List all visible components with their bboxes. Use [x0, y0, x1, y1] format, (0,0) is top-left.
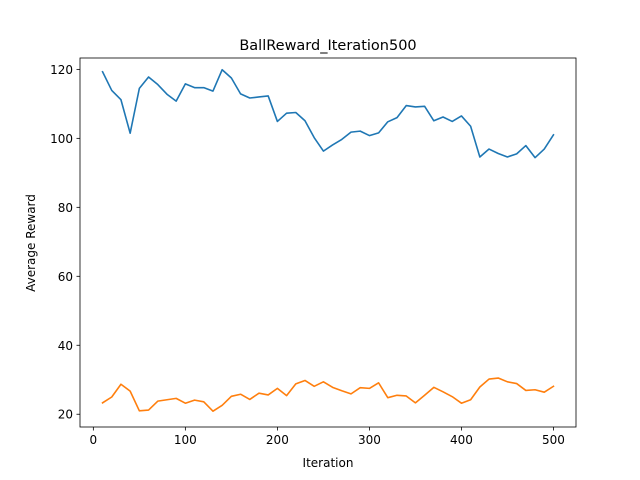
- y-tick-label: 60: [58, 270, 73, 284]
- plot-area: [79, 57, 577, 428]
- x-axis: 0 100 200 300 400 500: [90, 427, 565, 447]
- series-line-2: [101, 377, 555, 412]
- series-layer: [101, 68, 555, 412]
- plot-frame: [79, 57, 577, 428]
- x-tick-label: 400: [450, 433, 473, 447]
- y-tick-label: 100: [50, 132, 73, 146]
- y-axis: 20 40 60 80 100 120: [50, 63, 80, 422]
- x-tick-label: 500: [542, 433, 565, 447]
- x-tick-label: 0: [90, 433, 98, 447]
- y-tick-label: 80: [58, 201, 73, 215]
- x-tick-label: 100: [174, 433, 197, 447]
- x-axis-label: Iteration: [303, 456, 354, 470]
- y-tick-label: 40: [58, 339, 73, 353]
- x-tick-label: 200: [266, 433, 289, 447]
- y-tick-label: 20: [58, 408, 73, 422]
- chart-title: BallReward_Iteration500: [239, 38, 416, 54]
- series-line-1: [101, 68, 555, 159]
- y-tick-label: 120: [50, 63, 73, 77]
- x-tick-label: 300: [358, 433, 381, 447]
- y-axis-label: Average Reward: [24, 194, 38, 292]
